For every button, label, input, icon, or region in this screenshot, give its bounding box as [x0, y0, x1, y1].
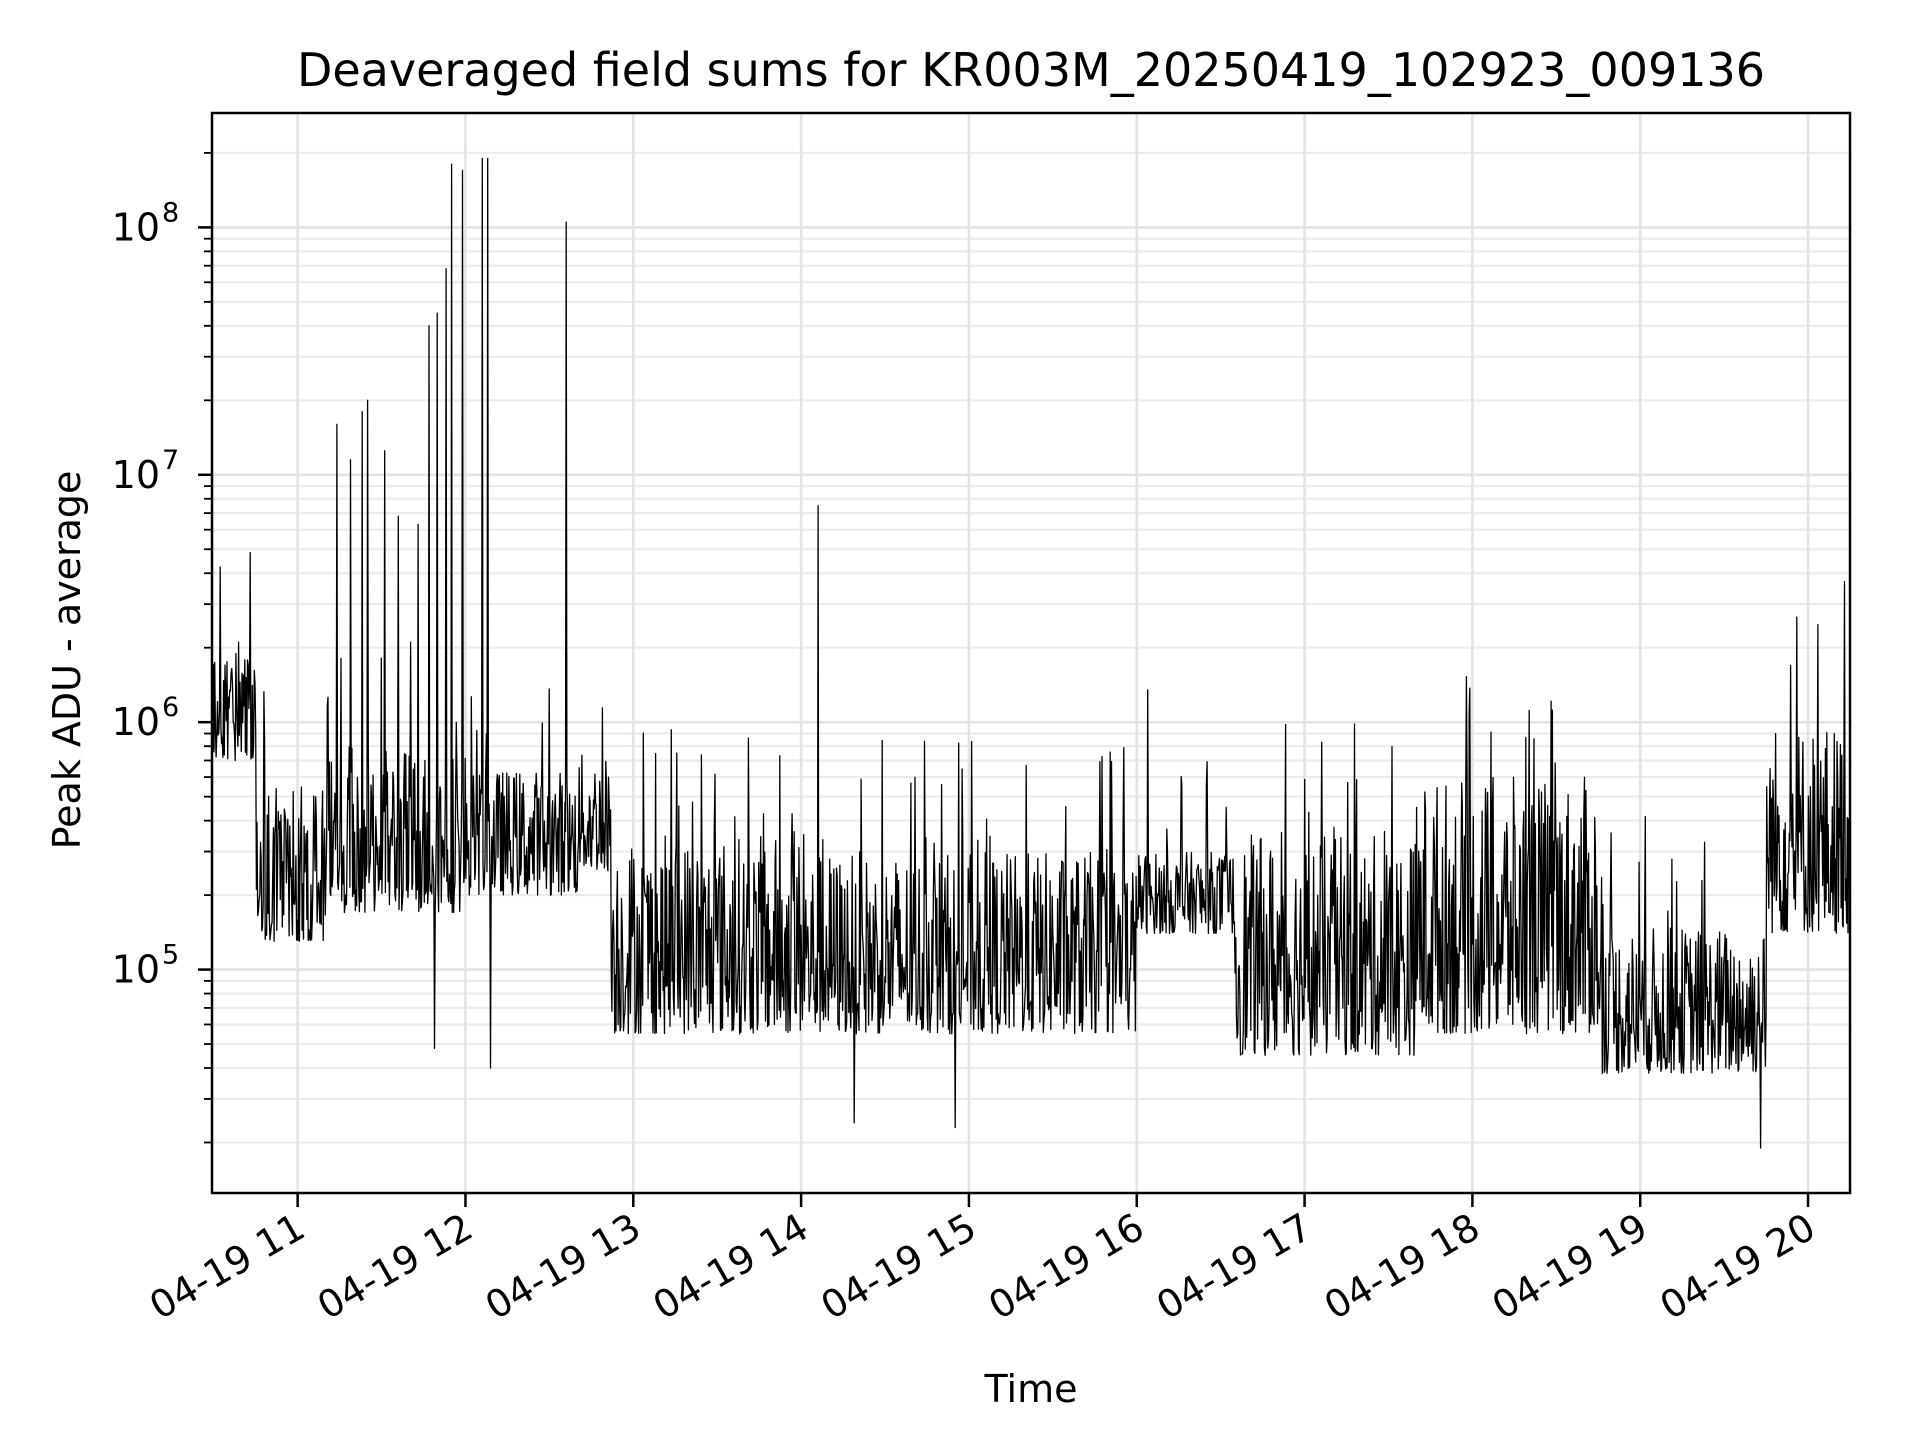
- y-tick-label: 10: [112, 948, 160, 992]
- plot-area: [211, 157, 1851, 1149]
- plot-frame: [210, 111, 1852, 1195]
- y-tick-label: 10: [112, 700, 160, 744]
- series-line: [211, 157, 1851, 1149]
- y-tick-exponent: 8: [162, 197, 179, 228]
- minor-grid: [212, 151, 1850, 1144]
- y-tick-exponent: 5: [162, 940, 179, 971]
- y-tick-exponent: 6: [162, 692, 179, 723]
- y-tick-label: 10: [112, 205, 160, 249]
- y-tick-label: 10: [112, 453, 160, 497]
- y-axis-label: Peak ADU - average: [45, 471, 89, 850]
- chart-title: Deaveraged field sums for KR003M_2025041…: [297, 43, 1765, 97]
- x-axis-label: Time: [984, 1367, 1078, 1411]
- y-tick-exponent: 7: [162, 445, 179, 476]
